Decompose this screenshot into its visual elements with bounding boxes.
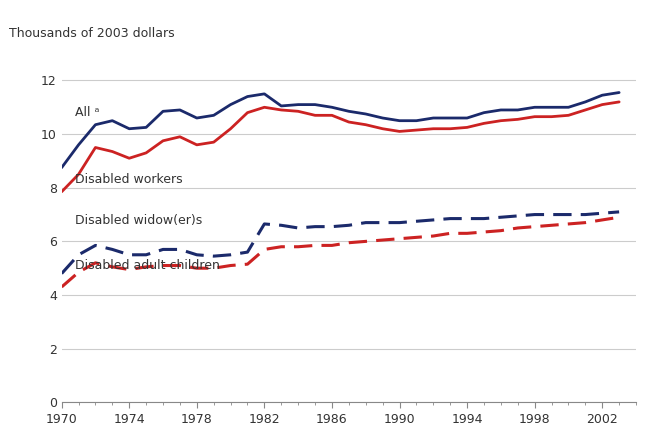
Text: All ᵃ: All ᵃ (75, 106, 99, 119)
Text: Disabled adult children: Disabled adult children (75, 259, 220, 272)
Text: Disabled widow(er)s: Disabled widow(er)s (75, 214, 202, 227)
Text: Thousands of 2003 dollars: Thousands of 2003 dollars (9, 27, 175, 40)
Text: Disabled workers: Disabled workers (75, 173, 183, 186)
